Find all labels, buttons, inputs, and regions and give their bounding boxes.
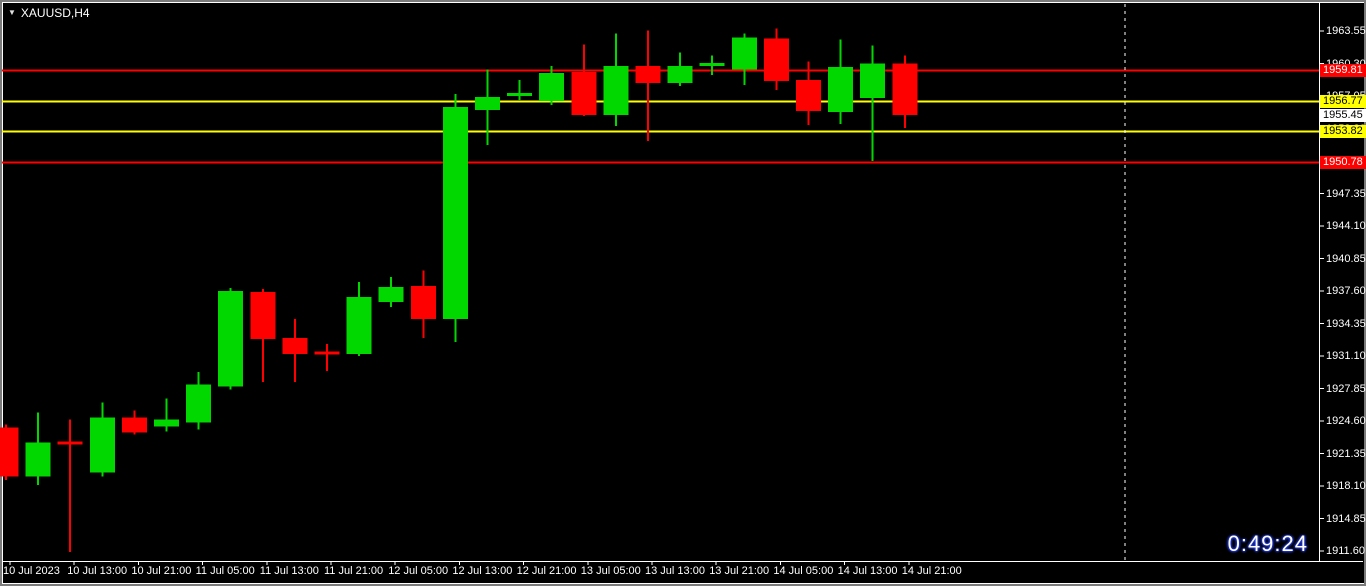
candle-body [475, 96, 500, 110]
candle-body [603, 65, 629, 115]
candle-body [828, 66, 854, 112]
time-tick-label: 12 Jul 21:00 [516, 565, 577, 577]
candle-body [154, 419, 179, 427]
price-tick-label: 1937.60 [1326, 285, 1366, 297]
time-tick-label: 13 Jul 13:00 [645, 565, 705, 577]
time-tick-label: 13 Jul 21:00 [709, 565, 770, 577]
price-axis[interactable]: 1963.551960.301957.051953.801950.551947.… [1320, 0, 1366, 562]
time-tick-label: 13 Jul 05:00 [580, 565, 641, 577]
candle-body [860, 63, 886, 98]
time-tick-label: 11 Jul 13:00 [259, 565, 319, 577]
candle-body [796, 79, 821, 111]
candle-body [57, 441, 83, 445]
candle-body [121, 417, 147, 433]
price-tick-label: 1931.10 [1326, 350, 1366, 362]
price-tick-label: 1918.10 [1326, 480, 1366, 492]
time-tick-label: 10 Jul 13:00 [67, 565, 128, 577]
time-axis[interactable]: 10 Jul 2023 10 Jul 13:00 10 Jul 21:00 11 Ju… [0, 563, 1366, 583]
candle-body [282, 338, 308, 355]
candle-body [635, 65, 661, 83]
candle-body [667, 65, 693, 83]
candle-body [571, 71, 597, 115]
time-tick-label: 14 Jul 13:00 [837, 565, 898, 577]
time-tick-label: 10 Jul 21:00 [131, 565, 192, 577]
price-tick-label: 1927.85 [1326, 382, 1366, 395]
candle-body [699, 63, 725, 66]
candle-body [25, 442, 51, 477]
time-tick-label: 14 Jul 21:00 [901, 565, 962, 577]
candle-body [410, 285, 436, 320]
price-level-label: 1956.77 [1320, 95, 1366, 108]
candle-body [250, 291, 276, 340]
price-tick-label: 1921.35 [1326, 447, 1366, 460]
dropdown-arrow-icon[interactable]: ▼ [8, 8, 16, 17]
price-tick-label: 1914.85 [1326, 512, 1366, 525]
candle-body [442, 106, 468, 320]
candle-body [539, 72, 565, 101]
price-level-label: 1953.82 [1320, 125, 1366, 138]
candle-body [186, 384, 212, 423]
symbol-timeframe-label: ▼ XAUUSD,H4 [8, 6, 90, 20]
price-tick-label: 1911.60 [1326, 545, 1365, 557]
price-tick-label: 1940.85 [1326, 252, 1366, 265]
time-tick-label: 11 Jul 05:00 [195, 565, 255, 577]
symbol-text: XAUUSD,H4 [20, 6, 90, 20]
candle-body [378, 286, 404, 302]
time-tick-label: 12 Jul 13:00 [452, 565, 513, 577]
candle-body [314, 351, 340, 355]
candle-body [218, 290, 244, 387]
time-tick-label: 11 Jul 21:00 [324, 565, 384, 577]
candle-body [731, 37, 757, 70]
candle-countdown-timer: 0:49:24 [1227, 531, 1308, 556]
time-tick-label: 12 Jul 05:00 [388, 565, 449, 577]
price-tick-label: 1947.35 [1326, 187, 1366, 200]
price-tick-label: 1934.35 [1326, 317, 1366, 330]
price-level-label: 1950.78 [1320, 156, 1366, 169]
candle-body [763, 38, 789, 81]
candle-body [0, 427, 19, 477]
candle-body [346, 296, 372, 355]
price-tick-label: 1963.55 [1326, 25, 1366, 37]
candle-body [507, 93, 533, 97]
candle-body [892, 63, 918, 115]
price-tick-label: 1944.10 [1326, 220, 1366, 232]
time-tick-label: 10 Jul 2023 [3, 565, 60, 577]
time-tick-label: 14 Jul 05:00 [773, 565, 834, 577]
candle-body [89, 417, 115, 473]
price-level-label: 1959.81 [1320, 64, 1366, 77]
price-tick-label: 1924.60 [1326, 415, 1366, 427]
current-price-label: 1955.45 [1320, 109, 1366, 122]
